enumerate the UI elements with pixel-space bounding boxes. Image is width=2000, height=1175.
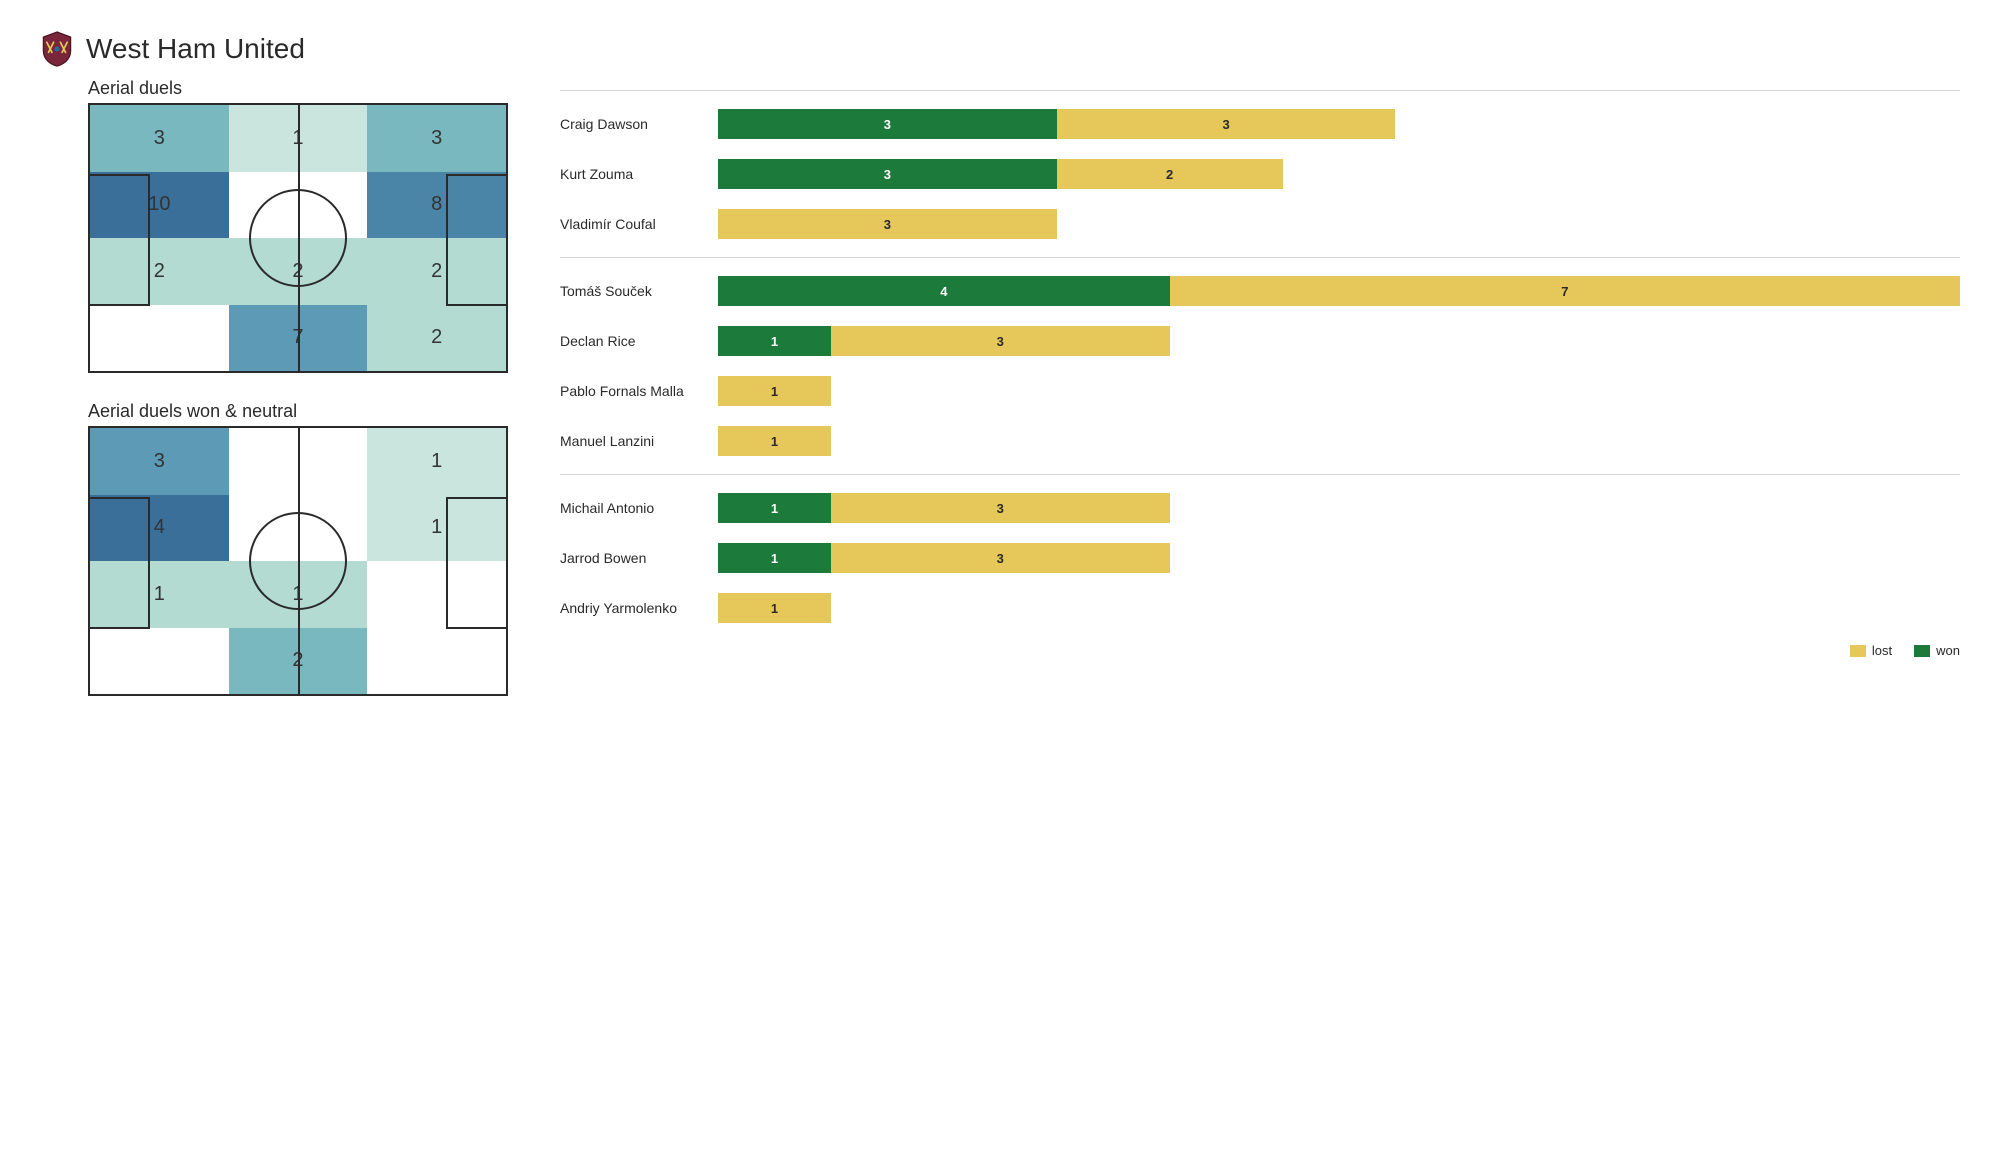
- bar-segment-lost: 3: [831, 493, 1170, 523]
- bar-segment-lost: 3: [831, 326, 1170, 356]
- player-name: Manuel Lanzini: [560, 433, 700, 449]
- bar-track: 1: [718, 593, 1960, 623]
- bar-track: 1: [718, 426, 1960, 456]
- bar-segment-lost: 1: [718, 593, 831, 623]
- pitch-penalty-box-right: [446, 174, 508, 306]
- pitch-zone: 3: [90, 105, 229, 172]
- bars-column: Craig Dawson33Kurt Zouma32Vladimír Coufa…: [560, 72, 1960, 658]
- bar-track: 13: [718, 326, 1960, 356]
- player-bar-row: Tomáš Souček 47: [560, 266, 1960, 316]
- player-name: Craig Dawson: [560, 116, 700, 132]
- bar-segment-lost: 3: [1057, 109, 1396, 139]
- pitch-zone: [90, 628, 229, 695]
- player-name: Pablo Fornals Malla: [560, 383, 700, 399]
- legend-label-won: won: [1936, 643, 1960, 658]
- bar-segment-lost: 2: [1057, 159, 1283, 189]
- team-name: West Ham United: [86, 33, 305, 65]
- group-divider: [560, 90, 1960, 91]
- bar-track: 47: [718, 276, 1960, 306]
- player-bars: Craig Dawson33Kurt Zouma32Vladimír Coufa…: [560, 72, 1960, 633]
- player-bar-row: Pablo Fornals Malla 1: [560, 366, 1960, 416]
- player-bar-row: Vladimír Coufal 3: [560, 199, 1960, 249]
- player-name: Michail Antonio: [560, 500, 700, 516]
- pitch-penalty-box-left: [88, 174, 150, 306]
- pitch-center-circle: [249, 189, 347, 287]
- pitch-penalty-box-right: [446, 497, 508, 629]
- team-crest-icon: [40, 30, 74, 68]
- legend-item-won: won: [1914, 643, 1960, 658]
- player-bar-row: Jarrod Bowen 13: [560, 533, 1960, 583]
- bar-track: 33: [718, 109, 1960, 139]
- bar-track: 13: [718, 493, 1960, 523]
- pitch-a-wrap: 31310822272: [88, 103, 520, 373]
- legend-swatch-won: [1914, 645, 1930, 657]
- pitch-zone: 3: [367, 105, 506, 172]
- player-bar-row: Declan Rice 13: [560, 316, 1960, 366]
- pitch-center-circle: [249, 512, 347, 610]
- pitch-b-title: Aerial duels won & neutral: [88, 401, 520, 422]
- pitch-a-title: Aerial duels: [88, 78, 520, 99]
- bar-track: 3: [718, 209, 1960, 239]
- bar-segment-won: 3: [718, 109, 1057, 139]
- player-name: Vladimír Coufal: [560, 216, 700, 232]
- player-name: Andriy Yarmolenko: [560, 600, 700, 616]
- pitch-a: 31310822272: [88, 103, 508, 373]
- player-bar-row: Kurt Zouma 32: [560, 149, 1960, 199]
- bar-segment-lost: 3: [718, 209, 1057, 239]
- main-layout: Aerial duels 31310822272 Aerial duels wo…: [40, 72, 1960, 696]
- pitch-zone: [90, 305, 229, 372]
- player-bar-row: Andriy Yarmolenko 1: [560, 583, 1960, 633]
- bar-segment-won: 1: [718, 543, 831, 573]
- pitch-b: 3141112: [88, 426, 508, 696]
- group-divider: [560, 474, 1960, 475]
- player-name: Kurt Zouma: [560, 166, 700, 182]
- bar-track: 13: [718, 543, 1960, 573]
- legend-item-lost: lost: [1850, 643, 1892, 658]
- bars-legend: lost won: [560, 643, 1960, 658]
- pitch-b-wrap: 3141112: [88, 426, 520, 696]
- bar-segment-lost: 1: [718, 376, 831, 406]
- bar-segment-lost: 1: [718, 426, 831, 456]
- bar-track: 32: [718, 159, 1960, 189]
- group-divider: [560, 257, 1960, 258]
- player-name: Jarrod Bowen: [560, 550, 700, 566]
- bar-segment-lost: 3: [831, 543, 1170, 573]
- pitch-zone: 2: [367, 305, 506, 372]
- page-header: West Ham United: [40, 30, 1960, 68]
- pitch-zone: 3: [90, 428, 229, 495]
- player-bar-row: Michail Antonio 13: [560, 483, 1960, 533]
- bar-segment-lost: 7: [1170, 276, 1960, 306]
- legend-swatch-lost: [1850, 645, 1866, 657]
- player-name: Tomáš Souček: [560, 283, 700, 299]
- pitch-zone: 1: [367, 428, 506, 495]
- player-bar-row: Manuel Lanzini 1: [560, 416, 1960, 466]
- legend-label-lost: lost: [1872, 643, 1892, 658]
- bar-segment-won: 1: [718, 326, 831, 356]
- player-bar-row: Craig Dawson 33: [560, 99, 1960, 149]
- player-name: Declan Rice: [560, 333, 700, 349]
- bar-segment-won: 4: [718, 276, 1170, 306]
- pitch-column: Aerial duels 31310822272 Aerial duels wo…: [40, 72, 520, 696]
- bar-track: 1: [718, 376, 1960, 406]
- bar-segment-won: 3: [718, 159, 1057, 189]
- pitch-penalty-box-left: [88, 497, 150, 629]
- pitch-zone: [367, 628, 506, 695]
- bar-segment-won: 1: [718, 493, 831, 523]
